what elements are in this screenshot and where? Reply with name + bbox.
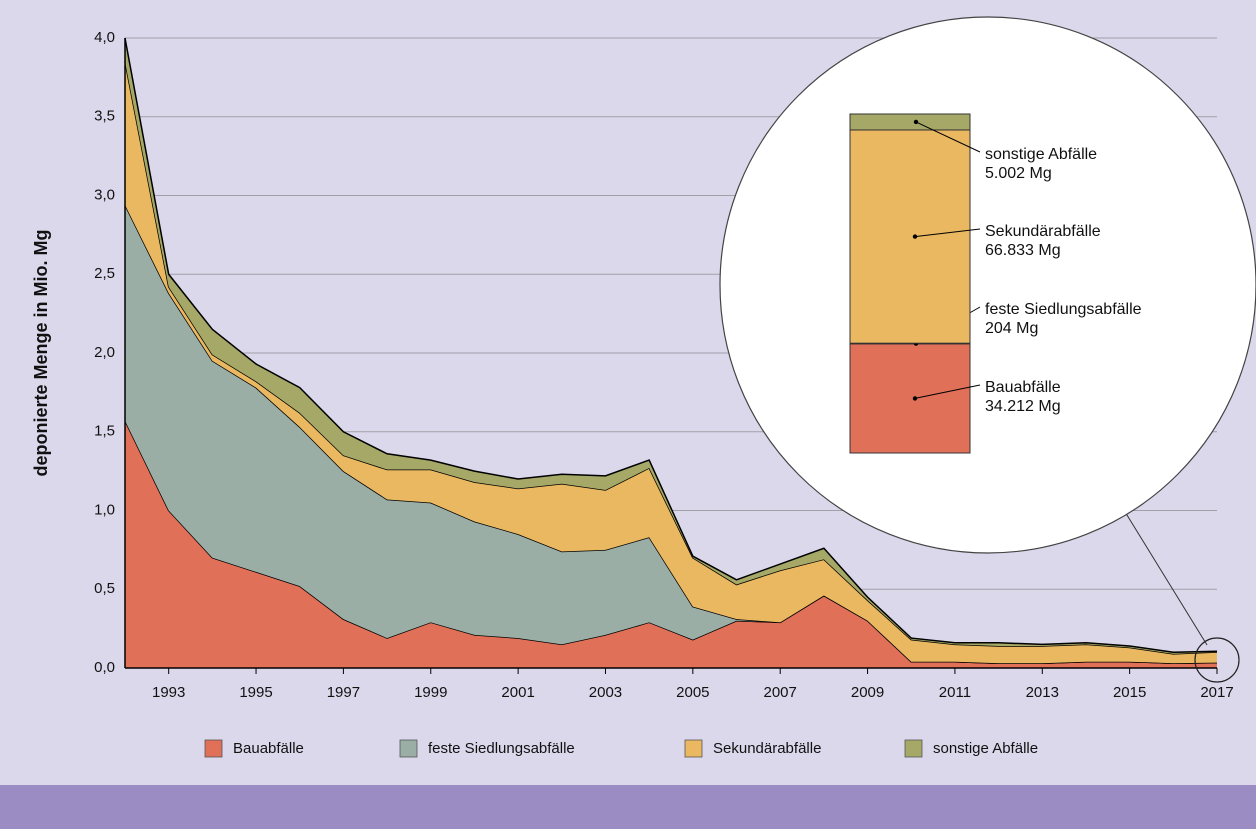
legend-swatch: [399, 739, 418, 758]
x-tick-label: 2003: [589, 684, 622, 701]
x-tick-label: 2013: [1026, 684, 1059, 701]
inset-value: 204 Mg: [985, 320, 1038, 337]
zoom-inset: [719, 16, 1256, 554]
area: [125, 420, 1217, 668]
inset-name: feste Siedlungsabfälle: [985, 301, 1142, 318]
inset-value: 5.002 Mg: [985, 165, 1052, 182]
x-tick-label: 2009: [851, 684, 884, 701]
area: [125, 204, 1217, 664]
inset-leader: [914, 228, 981, 238]
x-tick-label: 1999: [414, 684, 447, 701]
legend-swatch: [684, 739, 703, 758]
legend-swatch: [204, 739, 223, 758]
inset-bar: [849, 129, 971, 344]
x-tick-label: 2017: [1200, 684, 1233, 701]
inset-name: sonstige Abfälle: [985, 146, 1097, 163]
y-tick-label: 1,5: [94, 423, 115, 440]
inset-bar: [849, 113, 971, 131]
legend-label: sonstige Abfälle: [933, 740, 1038, 757]
footer-band: [0, 785, 1256, 829]
y-axis-label: deponierte Menge in Mio. Mg: [31, 230, 51, 477]
inset-name: Bauabfälle: [985, 379, 1061, 396]
x-tick-label: 1993: [152, 684, 185, 701]
x-tick-label: 2005: [676, 684, 709, 701]
inset-value: 34.212 Mg: [985, 398, 1061, 415]
x-tick-label: 2011: [939, 684, 971, 701]
inset-leader: [914, 384, 981, 399]
x-tick-label: 2001: [501, 684, 534, 701]
legend-swatch: [904, 739, 923, 758]
zoom-marker: [1194, 637, 1240, 683]
area: [125, 61, 1217, 664]
y-tick-label: 3,0: [94, 186, 115, 203]
x-tick-label: 2015: [1113, 684, 1146, 701]
x-tick-label: 1995: [239, 684, 272, 701]
inset-name: Sekundärabfälle: [985, 223, 1101, 240]
y-tick-label: 2,5: [94, 265, 115, 282]
y-tick-label: 0,0: [94, 659, 115, 676]
y-tick-label: 1,0: [94, 501, 115, 518]
y-tick-label: 0,5: [94, 580, 115, 597]
inset-bar: [849, 343, 971, 454]
area-edge: [124, 37, 1218, 654]
y-tick-label: 2,0: [94, 344, 115, 361]
x-tick-label: 1997: [327, 684, 360, 701]
y-tick-label: 3,5: [94, 108, 115, 125]
inset-leader: [915, 121, 981, 153]
inset-value: 66.833 Mg: [985, 242, 1061, 259]
y-tick-label: 4,0: [94, 29, 115, 46]
legend-label: Sekundärabfälle: [713, 740, 821, 757]
x-tick-label: 2007: [764, 684, 797, 701]
legend-label: Bauabfälle: [233, 740, 304, 757]
legend-label: feste Siedlungsabfälle: [428, 740, 575, 757]
